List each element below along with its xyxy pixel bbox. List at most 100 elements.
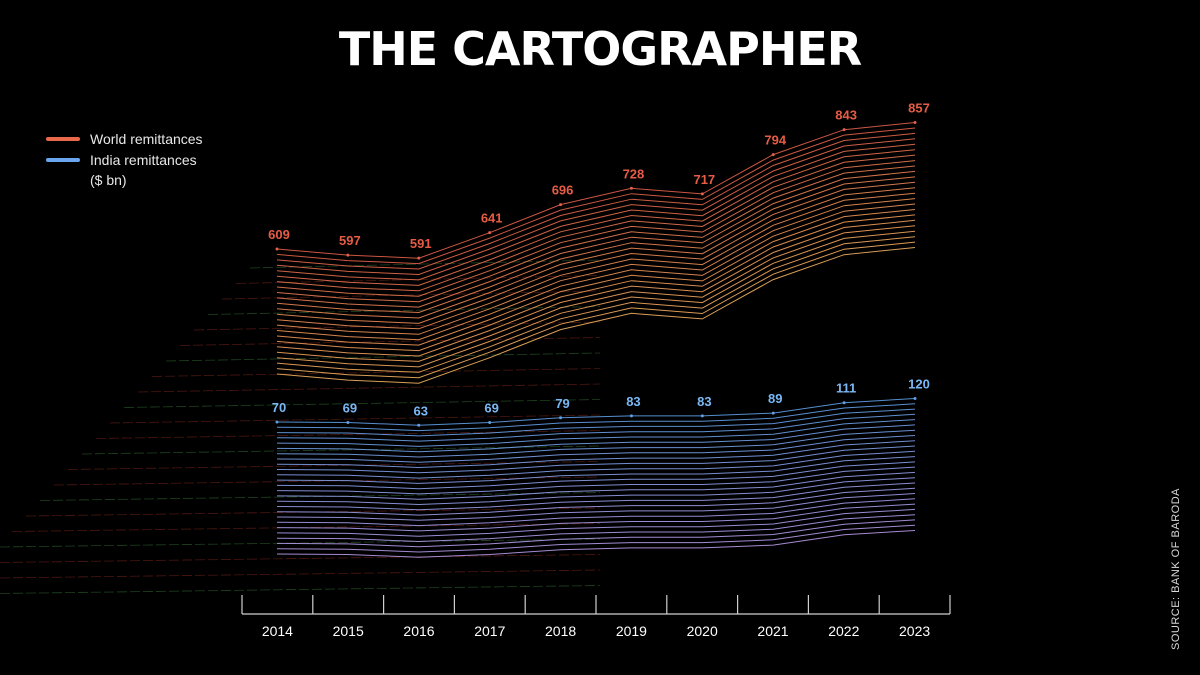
world-value-label: 843	[835, 108, 857, 123]
india-line	[276, 503, 916, 532]
world-line	[276, 154, 916, 292]
world-line	[276, 219, 916, 357]
world-line	[276, 160, 916, 297]
india-line	[276, 435, 916, 463]
x-tick-label: 2022	[828, 623, 859, 639]
world-line	[276, 230, 916, 368]
world-value-label: 641	[481, 211, 503, 226]
x-tick-label: 2021	[757, 623, 788, 639]
ghost-stroke	[0, 569, 601, 579]
x-tick-label: 2016	[403, 623, 434, 639]
world-line	[276, 187, 916, 324]
india-line	[276, 471, 916, 500]
ghost-stroke	[221, 290, 601, 300]
india-line	[276, 461, 916, 490]
world-value-labels: 609 597 591 641 696 728 717 794 843 857	[268, 101, 930, 252]
legend-label-india: India remittances	[90, 151, 197, 168]
india-value-label: 120	[908, 377, 930, 392]
india-value-label: 89	[768, 391, 782, 406]
source-note: SOURCE: BANK OF BARODA	[1170, 488, 1182, 650]
india-line	[276, 493, 916, 521]
india-line	[276, 456, 916, 484]
ghost-stroke	[0, 585, 601, 594]
india-line	[276, 530, 916, 558]
ghost-stroke	[193, 321, 601, 331]
world-value-label: 728	[623, 166, 645, 181]
world-value-label: 591	[410, 236, 432, 251]
ghost-stroke	[123, 399, 601, 408]
india-line	[276, 519, 916, 548]
india-point	[346, 420, 350, 424]
india-line	[276, 508, 916, 537]
india-point	[559, 416, 563, 420]
world-line	[276, 138, 916, 276]
india-line	[276, 440, 916, 469]
india-line	[276, 498, 916, 527]
world-point	[346, 253, 350, 257]
world-point	[629, 186, 633, 190]
world-point	[771, 153, 775, 157]
legend-item-world: World remittances	[46, 128, 203, 149]
india-value-label: 69	[484, 400, 498, 415]
world-line	[276, 192, 916, 330]
legend-swatch-india	[46, 157, 80, 162]
india-line	[276, 429, 916, 458]
india-point	[700, 414, 704, 418]
world-point	[913, 121, 917, 125]
india-line	[276, 450, 916, 479]
world-line	[276, 181, 916, 319]
ghost-stroke	[0, 554, 601, 563]
india-value-label: 79	[555, 396, 569, 411]
x-tick-label: 2018	[545, 623, 576, 639]
india-value-label: 111	[836, 381, 856, 396]
world-line	[276, 198, 916, 335]
india-line	[276, 403, 916, 432]
x-tick-label: 2014	[262, 623, 293, 639]
india-point	[629, 414, 633, 418]
ghost-stroke	[207, 306, 601, 315]
india-value-label: 69	[343, 400, 357, 415]
legend-label-world: World remittances	[90, 130, 203, 147]
world-line	[276, 176, 916, 314]
ghost-stroke	[0, 538, 601, 548]
world-line	[276, 122, 916, 259]
ghost-stroke	[137, 383, 601, 393]
x-tick-label: 2017	[474, 623, 505, 639]
world-point	[842, 128, 846, 132]
india-value-label: 83	[697, 394, 711, 409]
world-line	[276, 241, 916, 379]
legend-swatch-world	[46, 136, 80, 141]
world-value-label: 609	[268, 227, 290, 242]
x-tick-label: 2015	[333, 623, 364, 639]
india-line	[276, 466, 916, 495]
world-line	[276, 149, 916, 286]
x-tick-label: 2019	[616, 623, 647, 639]
india-series	[275, 397, 917, 558]
world-value-label: 597	[339, 233, 361, 248]
x-tick-label: 2023	[899, 623, 930, 639]
legend: World remittances India remittances ($ b…	[46, 128, 203, 191]
india-value-label: 63	[414, 403, 428, 418]
world-line	[276, 214, 916, 352]
world-point	[275, 247, 279, 251]
india-line	[276, 487, 916, 516]
india-line	[276, 398, 916, 426]
world-line	[276, 132, 916, 270]
world-line	[276, 247, 916, 384]
india-line	[276, 482, 916, 511]
legend-item-india: India remittances	[46, 149, 203, 170]
india-point	[275, 420, 279, 424]
world-line	[276, 143, 916, 281]
india-line	[276, 524, 916, 553]
world-value-label: 696	[552, 183, 574, 198]
world-line	[276, 209, 916, 346]
world-line	[276, 170, 916, 308]
india-value-label: 83	[626, 394, 640, 409]
x-axis: 2014 2015 2016 2017 2018 2019 2020 2021 2022 2023	[241, 595, 951, 639]
world-value-label: 857	[908, 101, 930, 116]
world-series	[275, 121, 917, 384]
ghost-stroke	[95, 430, 601, 439]
india-line	[276, 514, 916, 543]
ghost-stroke	[151, 368, 601, 377]
world-line	[276, 236, 916, 373]
